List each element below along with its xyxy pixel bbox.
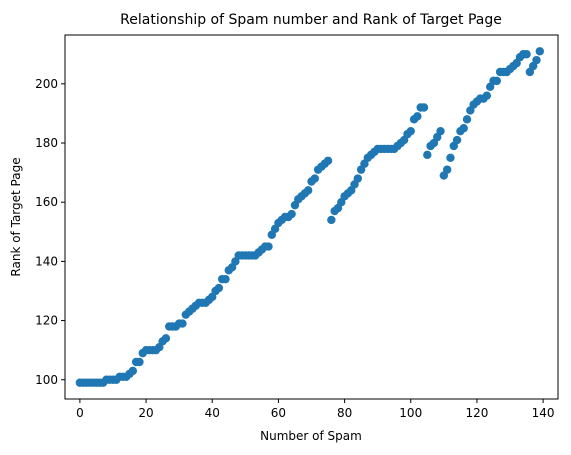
x-axis: 0 20 40 60 80 100 120 140 [76, 399, 555, 420]
x-axis-label: Number of Spam [260, 429, 362, 443]
y-tick-label: 120 [35, 314, 58, 328]
data-point [423, 150, 432, 160]
data-point [128, 366, 138, 376]
y-tick-label: 100 [35, 373, 58, 387]
data-point [462, 115, 472, 124]
data-point [492, 76, 501, 86]
data-point [406, 126, 415, 136]
y-tick-label: 200 [35, 77, 58, 91]
data-point [303, 186, 313, 195]
data-point [532, 55, 541, 65]
data-point [436, 126, 445, 136]
data-point [482, 91, 492, 100]
y-axis-label: Rank of Target Page [9, 157, 23, 276]
data-point [287, 209, 296, 219]
y-tick-label: 180 [35, 136, 58, 150]
data-point [135, 357, 144, 367]
data-point [413, 112, 422, 121]
y-tick-label: 160 [35, 195, 58, 209]
data-points [75, 47, 544, 387]
data-point [264, 242, 273, 251]
data-point [310, 174, 320, 183]
x-tick-label: 100 [399, 406, 422, 420]
data-point [535, 47, 544, 56]
x-tick-label: 140 [532, 406, 555, 420]
data-point [327, 215, 336, 225]
chart-title: Relationship of Spam number and Rank of … [120, 12, 502, 28]
data-point [459, 124, 468, 133]
x-tick-label: 60 [271, 406, 286, 420]
data-point [353, 174, 363, 183]
data-point [452, 135, 462, 145]
data-point [221, 274, 230, 284]
plot-area-frame [64, 34, 559, 400]
data-point [446, 153, 455, 163]
y-axis: 100 120 140 160 180 200 [35, 77, 65, 387]
x-tick-label: 0 [76, 406, 84, 420]
data-point [214, 283, 224, 293]
data-point [161, 334, 171, 343]
data-point [522, 50, 531, 59]
data-point [323, 156, 333, 165]
y-tick-label: 140 [35, 254, 58, 268]
data-point [419, 103, 429, 112]
x-tick-label: 40 [205, 406, 220, 420]
x-tick-label: 120 [465, 406, 488, 420]
x-tick-label: 20 [138, 406, 153, 420]
data-point [178, 319, 187, 328]
data-point [442, 165, 452, 174]
x-tick-label: 80 [337, 406, 352, 420]
